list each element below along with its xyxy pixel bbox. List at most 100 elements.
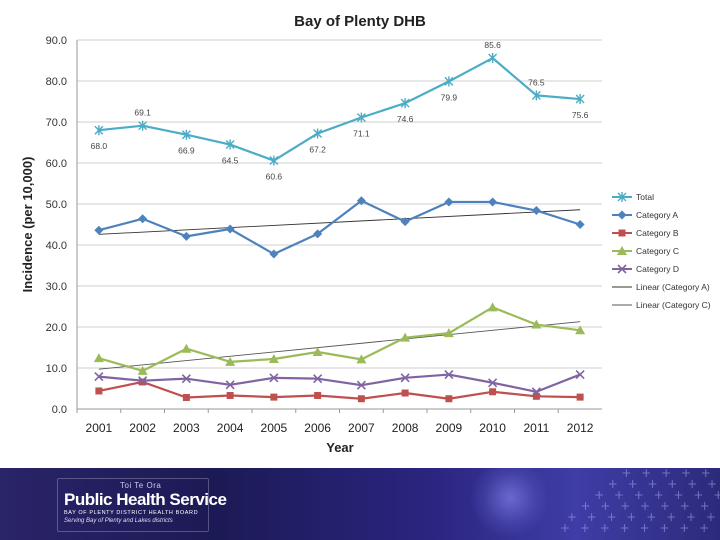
data-point-category-c bbox=[356, 354, 367, 364]
x-tick-label: 2010 bbox=[479, 421, 506, 435]
data-point-category-c bbox=[443, 328, 454, 338]
data-point-category-a bbox=[400, 217, 410, 227]
data-point-total bbox=[269, 155, 279, 166]
chart-title: Bay of Plenty DHB bbox=[294, 13, 426, 30]
y-tick-label: 40.0 bbox=[46, 240, 67, 252]
data-label-total: 74.6 bbox=[397, 114, 414, 124]
data-point-category-d bbox=[94, 372, 104, 382]
data-point-category-d bbox=[181, 374, 191, 384]
data-point-category-c bbox=[181, 343, 192, 353]
data-point-category-d bbox=[138, 376, 148, 386]
y-tick-label: 20.0 bbox=[46, 322, 67, 334]
data-point-category-a bbox=[313, 229, 323, 239]
data-point-category-b bbox=[314, 391, 322, 399]
legend-label-category-a: Category A bbox=[636, 210, 678, 220]
legend-label-category-d: Category D bbox=[636, 264, 679, 274]
y-tick-label: 70.0 bbox=[46, 117, 67, 129]
series-line-total bbox=[98, 56, 581, 162]
data-point-category-b bbox=[532, 392, 540, 400]
data-point-category-b bbox=[576, 393, 584, 401]
data-label-total: 67.2 bbox=[309, 144, 326, 154]
data-point-total bbox=[400, 98, 410, 109]
data-point-category-a bbox=[181, 231, 191, 241]
chart-area: Bay of Plenty DHB 0.0 10.0 20.0 30.0 40.0 50.0… bbox=[0, 13, 720, 469]
data-point-category-a bbox=[138, 214, 148, 224]
data-point-category-d bbox=[488, 378, 498, 388]
data-point-category-c bbox=[137, 365, 148, 375]
data-point-category-c bbox=[268, 353, 279, 363]
y-tick-label: 50.0 bbox=[46, 199, 67, 211]
x-tick-label: 2009 bbox=[436, 421, 463, 435]
legend-marker-category-d bbox=[617, 264, 627, 274]
data-point-category-c bbox=[531, 319, 542, 329]
data-point-total bbox=[575, 94, 585, 105]
data-point-category-d bbox=[269, 373, 279, 383]
x-tick-label: 2011 bbox=[523, 421, 549, 435]
data-label-total: 60.6 bbox=[266, 172, 283, 182]
line-chart: Bay of Plenty DHB 0.0 10.0 20.0 30.0 40.0 50.0… bbox=[20, 13, 711, 455]
series-line-category-a bbox=[98, 199, 581, 256]
x-tick-label: 2002 bbox=[129, 421, 156, 435]
x-axis-label: Year bbox=[326, 440, 353, 455]
legend-marker-category-b bbox=[618, 229, 626, 237]
legend-marker-category-c bbox=[617, 246, 627, 255]
footer-cross-pattern: + + + + + + + + + + + + + + + + + + + + … bbox=[560, 468, 720, 535]
legend-label-category-c: Category C bbox=[636, 246, 679, 256]
data-label-total: 85.6 bbox=[484, 40, 501, 50]
x-tick-label: 2005 bbox=[261, 421, 288, 435]
data-point-category-c bbox=[487, 302, 498, 312]
legend-label-linear-category-c: Linear (Category C) bbox=[636, 300, 711, 310]
trendline-linear-category-a bbox=[98, 209, 581, 235]
legend-marker-total bbox=[617, 192, 627, 202]
logo-tagline-top: Toi Te Ora bbox=[120, 481, 162, 490]
data-point-total bbox=[313, 128, 323, 139]
data-point-total bbox=[531, 90, 541, 101]
data-point-category-b bbox=[182, 394, 190, 402]
data-label-total: 79.9 bbox=[441, 92, 458, 102]
data-point-category-a bbox=[94, 225, 104, 235]
data-point-category-b bbox=[489, 388, 497, 396]
series-line-category-b bbox=[98, 380, 581, 400]
legend-label-total: Total bbox=[636, 192, 654, 202]
data-point-category-d bbox=[313, 374, 323, 384]
logo-frame bbox=[57, 478, 209, 532]
data-point-category-b bbox=[95, 387, 103, 395]
data-point-category-a bbox=[356, 196, 366, 206]
data-point-category-a bbox=[575, 220, 585, 229]
y-tick-label: 30.0 bbox=[46, 281, 67, 293]
data-point-category-b bbox=[270, 393, 278, 401]
data-point-category-c bbox=[225, 356, 236, 366]
logo-subtitle: BAY OF PLENTY DISTRICT HEALTH BOARD bbox=[64, 510, 199, 516]
data-point-total bbox=[225, 139, 235, 150]
data-label-total: 68.0 bbox=[91, 141, 108, 151]
logo-motto: Serving Bay of Plenty and Lakes district… bbox=[64, 518, 173, 524]
x-tick-label: 2001 bbox=[86, 421, 113, 435]
public-health-service-logo: Toi Te Ora Public Health Service BAY OF … bbox=[62, 481, 227, 529]
trendline-linear-category-c bbox=[98, 321, 581, 370]
footer-banner: + + + + + + + + + + + + + + + + + + + + … bbox=[0, 468, 720, 540]
data-point-category-a bbox=[488, 197, 498, 207]
y-tick-label: 90.0 bbox=[46, 35, 67, 47]
data-point-total bbox=[488, 53, 498, 64]
data-point-category-b bbox=[226, 391, 234, 399]
y-tick-label: 60.0 bbox=[46, 158, 67, 170]
data-label-total: 69.1 bbox=[134, 108, 151, 118]
data-label-total: 76.5 bbox=[528, 77, 545, 87]
x-tick-label: 2004 bbox=[217, 421, 244, 435]
x-tick-label: 2012 bbox=[567, 421, 594, 435]
y-tick-label: 10.0 bbox=[46, 363, 67, 375]
data-point-category-c bbox=[93, 353, 104, 363]
data-point-category-d bbox=[531, 387, 541, 397]
footer-glow bbox=[470, 468, 550, 538]
data-point-category-d bbox=[356, 380, 366, 390]
data-point-category-a bbox=[225, 224, 235, 234]
data-point-category-b bbox=[139, 378, 147, 386]
y-tick-label: 80.0 bbox=[46, 76, 67, 88]
data-point-category-b bbox=[357, 395, 365, 403]
data-point-category-c bbox=[312, 347, 323, 357]
data-point-category-d bbox=[444, 369, 454, 380]
x-tick-label: 2008 bbox=[392, 421, 419, 435]
legend-marker-category-a bbox=[617, 210, 627, 220]
data-point-total bbox=[356, 112, 366, 123]
